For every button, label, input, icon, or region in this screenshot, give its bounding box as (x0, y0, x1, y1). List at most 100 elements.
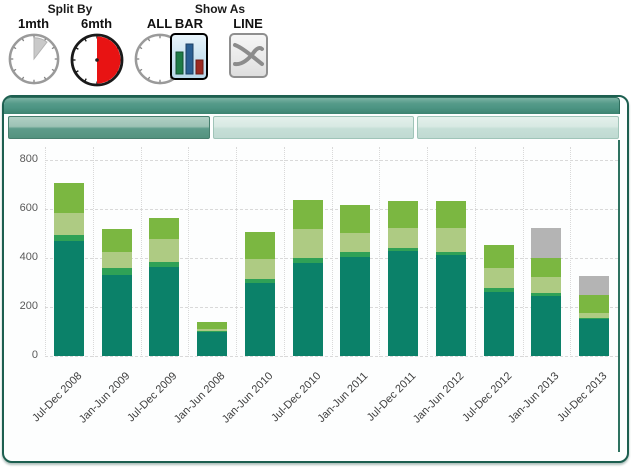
bar-segment-segment-medium-green[interactable] (388, 248, 419, 251)
show-as-group: BAR LINE (168, 16, 269, 80)
bar-segment-segment-bright-green[interactable] (101, 228, 132, 252)
bar-segment-segment-light-green[interactable] (579, 312, 610, 319)
split-by-all-label: ALL (146, 16, 173, 31)
bar-segment-segment-medium-green[interactable] (531, 293, 562, 296)
bar-segment-segment-dark-teal[interactable] (101, 275, 132, 356)
bar-segment-segment-medium-green[interactable] (435, 252, 466, 256)
stacked-bar-jan-jun-2011[interactable] (340, 205, 371, 356)
show-as-bar-button[interactable]: BAR (168, 16, 210, 80)
gridline-x (427, 147, 428, 357)
bar-segment-segment-dark-teal[interactable] (292, 262, 323, 356)
bar-chart-icon[interactable] (170, 33, 208, 80)
bar-segment-segment-light-green[interactable] (101, 251, 132, 268)
bar-segment-segment-light-green[interactable] (292, 229, 323, 258)
stacked-bar-jan-jun-2009[interactable] (101, 228, 132, 356)
panel-tab-3[interactable] (417, 116, 620, 139)
bar-segment-segment-bright-green[interactable] (483, 245, 514, 268)
bar-segment-segment-dark-teal[interactable] (340, 257, 371, 356)
stacked-bar-jan-jun-2012[interactable] (435, 200, 466, 356)
stacked-bar-jul-dec-2008[interactable] (53, 183, 84, 356)
bar-segment-segment-gray[interactable] (579, 276, 610, 295)
bar-segment-segment-medium-green[interactable] (292, 258, 323, 263)
bar-segment-segment-light-green[interactable] (149, 239, 180, 263)
gridline-x (522, 147, 524, 357)
stacked-bar-jul-dec-2009[interactable] (149, 218, 180, 356)
gridline-x (45, 147, 46, 357)
y-axis-tick-label: 600 (19, 202, 38, 214)
y-axis-tick-label: 0 (31, 349, 38, 361)
clock-6mth-icon (69, 33, 125, 92)
panel-tab-1[interactable] (8, 116, 210, 139)
gridline-x (188, 147, 190, 357)
bar-segment-segment-dark-teal[interactable] (197, 332, 228, 356)
bar-segment-segment-dark-teal[interactable] (388, 250, 419, 356)
gridline-x (379, 147, 381, 357)
gridline-x (474, 147, 476, 357)
bar-segment-segment-light-green[interactable] (435, 228, 466, 253)
split-by-1mth-label: 1mth (17, 16, 50, 31)
bar-segment-segment-dark-teal[interactable] (483, 292, 514, 356)
panel-header-band (4, 97, 620, 114)
bar-segment-segment-medium-green[interactable] (197, 330, 228, 332)
bar-segment-segment-dark-teal[interactable] (53, 240, 84, 356)
bar-segment-segment-dark-teal[interactable] (435, 255, 466, 356)
bar-segment-segment-light-green[interactable] (483, 268, 514, 288)
show-as-title: Show As (194, 2, 246, 16)
bar-segment-segment-medium-green[interactable] (53, 235, 84, 241)
gridline-x (570, 147, 572, 357)
toolbar: Split By Show As 1mth 6mth (0, 0, 300, 92)
bar-segment-segment-medium-green[interactable] (340, 252, 371, 257)
bar-segment-segment-light-green[interactable] (244, 259, 275, 280)
bar-segment-segment-medium-green[interactable] (244, 279, 275, 283)
bar-segment-segment-dark-teal[interactable] (149, 267, 180, 356)
bar-segment-segment-light-green[interactable] (531, 277, 562, 293)
bar-segment-segment-bright-green[interactable] (340, 205, 371, 233)
panel-tab-strip (8, 116, 620, 139)
gridline-x (92, 147, 94, 357)
bar-segment-segment-medium-green[interactable] (101, 267, 132, 276)
panel-tab-2[interactable] (212, 116, 415, 139)
split-by-6mth-button[interactable]: 6mth (66, 16, 127, 93)
bar-segment-segment-bright-green[interactable] (53, 183, 84, 213)
gridline-x (236, 147, 237, 357)
line-chart-icon[interactable] (228, 33, 268, 78)
split-by-1mth-button[interactable]: 1mth (3, 16, 64, 93)
bar-segment-segment-dark-teal[interactable] (244, 283, 275, 356)
split-by-6mth-label: 6mth (80, 16, 113, 31)
bar-segment-segment-bright-green[interactable] (531, 258, 562, 278)
gridline-x (331, 147, 333, 357)
bar-segment-segment-gray[interactable] (531, 228, 562, 258)
bar-segment-segment-bright-green[interactable] (197, 322, 228, 329)
y-axis-tick-label: 400 (19, 251, 38, 263)
stacked-bar-jul-dec-2010[interactable] (292, 199, 323, 356)
bar-segment-segment-bright-green[interactable] (579, 294, 610, 313)
stacked-bar-jul-dec-2013[interactable] (579, 276, 610, 356)
stacked-bar-jan-jun-2008[interactable] (197, 322, 228, 356)
show-as-bar-label: BAR (174, 16, 204, 31)
clock-1mth-icon (7, 33, 61, 90)
show-as-line-button[interactable]: LINE (227, 16, 269, 80)
bar-segment-segment-light-green[interactable] (197, 328, 228, 331)
bar-segment-segment-medium-green[interactable] (149, 262, 180, 268)
bar-segment-segment-medium-green[interactable] (483, 287, 514, 293)
bar-segment-segment-dark-teal[interactable] (579, 319, 610, 356)
y-axis-tick-label: 200 (19, 300, 38, 312)
y-axis-tick-label: 800 (19, 153, 38, 165)
stacked-bar-jul-dec-2012[interactable] (483, 245, 514, 356)
bar-segment-segment-bright-green[interactable] (435, 200, 466, 229)
bar-segment-segment-medium-green[interactable] (579, 318, 610, 320)
bar-segment-segment-bright-green[interactable] (244, 232, 275, 259)
split-by-group: 1mth 6mth ALL (3, 16, 190, 93)
stacked-bar-jan-jun-2010[interactable] (244, 232, 275, 356)
bar-segment-segment-dark-teal[interactable] (531, 296, 562, 356)
bar-segment-segment-light-green[interactable] (53, 212, 84, 235)
chart-right-border (618, 140, 620, 452)
stacked-bar-jul-dec-2011[interactable] (388, 200, 419, 356)
x-axis: Jul-Dec 2008 Jan-Jun 2009 Jul-Dec 2009 Jan-… (30, 362, 618, 457)
bar-segment-segment-bright-green[interactable] (149, 218, 180, 240)
bar-segment-segment-bright-green[interactable] (292, 199, 323, 230)
bar-segment-segment-light-green[interactable] (388, 228, 419, 249)
stacked-bar-jan-jun-2013[interactable] (531, 228, 562, 356)
bar-segment-segment-light-green[interactable] (340, 233, 371, 253)
bar-segment-segment-bright-green[interactable] (388, 200, 419, 229)
